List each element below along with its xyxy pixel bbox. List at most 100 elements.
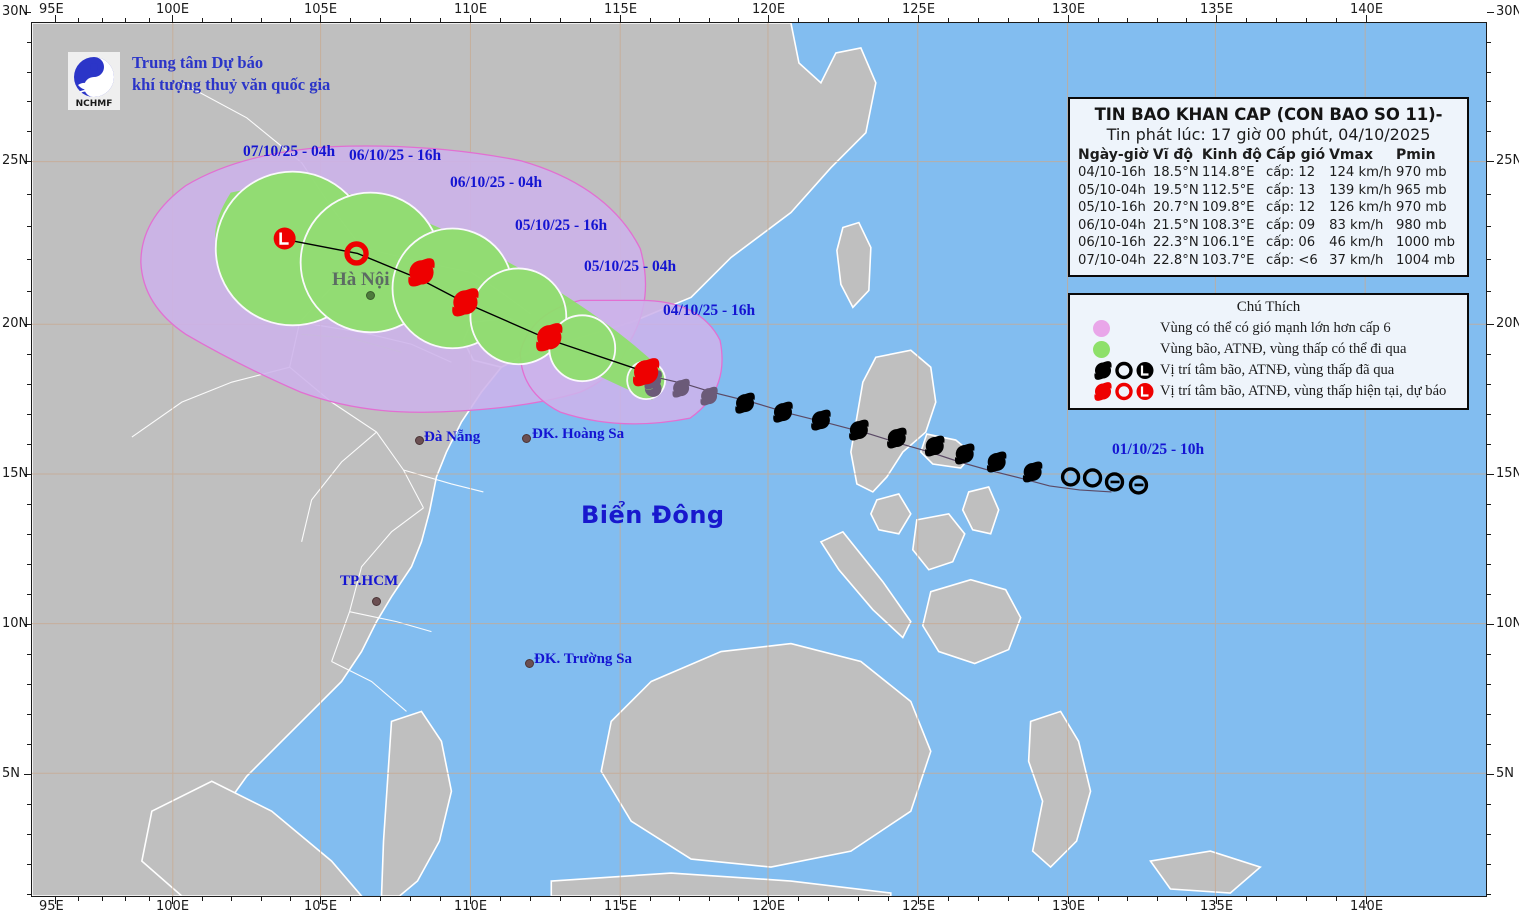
lon-minor-tick-bottom <box>148 897 150 901</box>
forecast-cell-r2-c3: cấp: 12 <box>1266 200 1316 216</box>
forecast-track-symbols <box>273 227 660 387</box>
tropical-low-L-icon <box>1136 383 1154 400</box>
land-samar <box>961 485 1000 535</box>
lat-label-left-5: 5N <box>2 766 20 781</box>
lon-minor-tick-top <box>1038 18 1039 22</box>
lon-minor-tick-top <box>1097 18 1099 22</box>
forecast-table-row: 05/10-04h 19.5°N 112.5°E cấp: 13 139 km/h 965… <box>1078 182 1459 200</box>
forecast-cell-r5-c0: 07/10-04h <box>1078 252 1146 268</box>
lat-label-right-2: 20N <box>1496 316 1519 331</box>
lat-label-left-1: 25N <box>2 153 29 168</box>
bulletin-info-panel: TIN BAO KHAN CAP (CON BAO SO 11)- Tin ph… <box>1068 97 1469 278</box>
lat-label-left-2: 20N <box>2 316 29 331</box>
forecast-cell-r5-c5: 1004 mb <box>1395 252 1455 268</box>
lat-tick-right-2 <box>1487 324 1494 325</box>
lon-minor-tick-top <box>888 18 889 22</box>
lat-label-right-1: 25N <box>1496 153 1519 168</box>
forecast-cell-r0-c5: 970 mb <box>1395 165 1447 180</box>
lat-minor-tick-left <box>27 504 31 505</box>
forecast-cell-r4-c3: cấp: 06 <box>1266 235 1316 251</box>
lon-minor-tick-top <box>78 18 80 22</box>
storm-red-group-icon <box>1094 382 1154 401</box>
lat-minor-tick-left <box>27 291 31 293</box>
agency-logo-block: NCHMF Trung tâm Dự báo khí tượng thuỷ vă… <box>68 52 330 110</box>
lat-minor-tick-right <box>1487 594 1491 595</box>
lon-minor-tick-top <box>1306 18 1307 22</box>
land-visayas <box>911 513 966 571</box>
forecast-table-row: 06/10-16h 22.3°N 106.1°E cấp: 06 46 km/h 1000… <box>1078 234 1459 252</box>
lon-minor-tick-top <box>738 18 740 22</box>
lon-label-bottom-6: 125E <box>902 899 936 914</box>
lon-tick-bottom-0 <box>55 897 56 904</box>
lon-label-top-2: 105E <box>304 2 338 17</box>
lon-minor-tick-top <box>1156 18 1158 22</box>
lon-minor-tick-top <box>1246 18 1247 22</box>
forecast-cell-r2-c1: 20.7°N <box>1152 200 1199 216</box>
lon-minor-tick-bottom <box>1186 897 1188 901</box>
lat-tick-left-5 <box>24 774 31 775</box>
forecast-cell-r4-c4: 46 km/h <box>1329 235 1384 251</box>
lon-label-top-9: 140E <box>1350 2 1384 17</box>
lat-tick-right-3 <box>1487 474 1494 475</box>
lon-label-bottom-5: 120E <box>752 899 786 914</box>
lon-label-top-3: 110E <box>454 2 488 17</box>
lon-minor-tick-bottom <box>125 897 127 901</box>
lon-tick-bottom-7 <box>1068 897 1069 904</box>
lon-minor-tick-bottom <box>290 897 292 901</box>
lat-minor-tick-left <box>27 71 31 73</box>
lat-minor-tick-left <box>27 744 31 745</box>
lat-minor-tick-left <box>27 41 31 43</box>
lat-tick-right-1 <box>1487 161 1494 162</box>
tropical-low-L-icon <box>1136 362 1154 379</box>
lon-tick-top-4 <box>620 15 621 22</box>
lat-minor-tick-left <box>27 894 31 895</box>
lat-minor-tick-right <box>1487 444 1491 445</box>
forecast-col-header-0: Ngày-giờ <box>1078 147 1149 163</box>
lon-minor-tick-bottom <box>1127 897 1129 901</box>
land-mindoro <box>869 492 912 535</box>
lon-minor-tick-bottom <box>1276 897 1277 901</box>
lon-minor-tick-bottom <box>858 897 859 901</box>
lon-tick-top-6 <box>918 15 919 22</box>
forecast-cell-r5-c1: 22.8°N <box>1152 252 1199 268</box>
legend-item-2: Vị trí tâm bão, ATNĐ, vùng thấp đã qua <box>1076 360 1461 381</box>
lon-minor-tick-bottom <box>978 897 979 901</box>
lat-minor-tick-right <box>1487 414 1491 415</box>
legend-swatch-storm-black-icon <box>1076 361 1160 380</box>
lon-minor-tick-bottom <box>231 897 233 901</box>
lon-minor-tick-top <box>1127 18 1129 22</box>
agency-name-line2: khí tượng thuỷ văn quốc gia <box>132 74 331 94</box>
legend-rows: Vùng có thể có gió mạnh lớn hơn cấp 6 Vùn… <box>1076 318 1461 402</box>
forecast-symbol-0510-04h <box>536 323 563 352</box>
lon-minor-tick-bottom <box>1097 897 1099 901</box>
lon-minor-tick-bottom <box>260 897 262 901</box>
lat-tick-left-1 <box>24 161 31 162</box>
lon-minor-tick-bottom <box>350 897 351 901</box>
lon-tick-bottom-3 <box>470 897 471 904</box>
lon-tick-bottom-2 <box>320 897 321 904</box>
land-mindanao <box>921 578 1022 665</box>
legend-label-2: Vị trí tâm bão, ATNĐ, vùng thấp đã qua <box>1160 362 1395 378</box>
current-position-symbol <box>632 358 660 387</box>
lat-minor-tick-left <box>27 834 31 835</box>
forecast-cell-r3-c4: 83 km/h <box>1329 217 1384 233</box>
lat-minor-tick-left <box>27 654 31 655</box>
forecast-cell-r1-c0: 05/10-04h <box>1078 182 1146 198</box>
past-low-open-circles <box>1060 467 1149 495</box>
lon-minor-tick-top <box>948 18 949 22</box>
lon-minor-tick-top <box>530 18 531 22</box>
lon-minor-tick-bottom <box>679 897 681 901</box>
lat-minor-tick-right <box>1487 744 1491 745</box>
forecast-table-row: 07/10-04h 22.8°N 103.7°E cấp: <6 37 km/h 1004… <box>1078 252 1459 270</box>
lat-tick-left-3 <box>24 474 31 475</box>
lat-tick-left-2 <box>24 324 31 325</box>
lon-minor-tick-bottom <box>828 897 829 901</box>
lat-tick-right-4 <box>1487 624 1494 625</box>
forecast-cell-r1-c2: 112.5°E <box>1201 182 1255 198</box>
lon-label-bottom-4: 115E <box>604 899 638 914</box>
lat-minor-tick-right <box>1487 654 1491 655</box>
lon-minor-tick-bottom <box>590 897 591 901</box>
forecast-cell-r1-c5: 965 mb <box>1395 182 1447 198</box>
lon-minor-tick-top <box>679 18 681 22</box>
